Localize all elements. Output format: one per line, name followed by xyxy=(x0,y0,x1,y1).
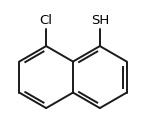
Text: SH: SH xyxy=(91,14,109,27)
Text: Cl: Cl xyxy=(40,14,53,27)
